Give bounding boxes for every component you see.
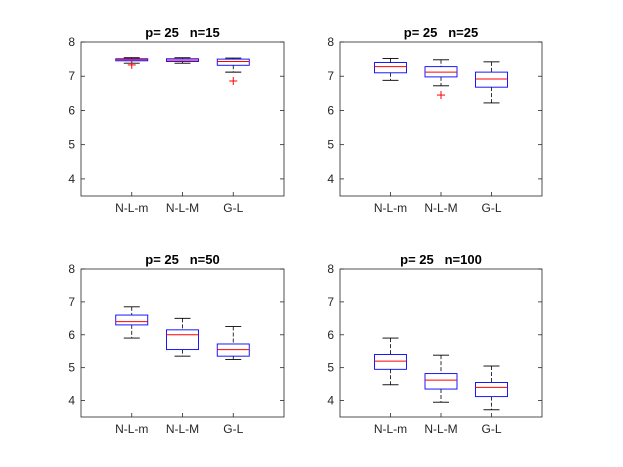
iqr-box xyxy=(475,71,508,88)
box-n-l-m xyxy=(166,317,199,357)
y-tick-label: 7 xyxy=(68,69,75,83)
x-tick-label: N-L-m xyxy=(374,201,407,215)
subplot-3: p= 25 n=50 4 5 6 7 8 N-L-m N-L-M G-L xyxy=(68,252,285,436)
y-tick-label: 6 xyxy=(68,103,75,117)
axes-frame xyxy=(80,268,285,418)
y-tick-label: 5 xyxy=(327,361,334,375)
y-tick-label: 5 xyxy=(68,138,75,152)
x-tick-label: G-L xyxy=(481,422,501,436)
box-g-l xyxy=(216,57,250,86)
iqr-box xyxy=(424,373,458,390)
box-g-l xyxy=(216,326,250,360)
y-tick-label: 7 xyxy=(327,295,334,309)
iqr-box xyxy=(374,62,407,74)
box-n-l-m xyxy=(166,57,199,64)
box-n-l-m xyxy=(374,337,407,386)
iqr-box xyxy=(374,354,407,370)
x-tick-label: N-L-m xyxy=(115,422,148,436)
x-tick-label: N-L-m xyxy=(115,201,148,215)
axes-frame xyxy=(339,41,543,197)
x-tick-label: N-L-M xyxy=(166,422,199,436)
y-tick-label: 8 xyxy=(327,262,334,276)
y-tick-label: 5 xyxy=(68,361,75,375)
y-tick-label: 8 xyxy=(68,262,75,276)
box-n-l-m xyxy=(115,57,149,69)
subplot-2: p= 25 n=25 4 5 6 7 8 N-L-m N-L-M G-L xyxy=(327,25,543,215)
box-n-l-m xyxy=(115,306,149,339)
y-tick-label: 4 xyxy=(68,394,75,408)
y-tick-label: 5 xyxy=(327,138,334,152)
iqr-box xyxy=(216,58,250,66)
x-tick-label: G-L xyxy=(481,201,501,215)
x-tick-label: N-L-M xyxy=(424,422,457,436)
y-tick-label: 6 xyxy=(327,328,334,342)
subplot-title: p= 25 n=15 xyxy=(145,25,219,40)
subplot-1: p= 25 n=15 4 5 6 7 8 N-L-m N-L-M G-L xyxy=(68,25,285,215)
subplot-title: p= 25 n=100 xyxy=(400,252,482,267)
y-tick-label: 6 xyxy=(327,103,334,117)
x-tick-label: N-L-M xyxy=(166,201,199,215)
subplot-title: p= 25 n=25 xyxy=(404,25,478,40)
y-tick-label: 4 xyxy=(68,172,75,186)
box-n-l-m xyxy=(424,59,458,100)
x-tick-label: N-L-m xyxy=(374,422,407,436)
subplot-title: p= 25 n=50 xyxy=(145,252,219,267)
outlier-marker xyxy=(437,91,445,100)
y-tick-label: 6 xyxy=(68,328,75,342)
x-tick-label: G-L xyxy=(223,422,243,436)
iqr-box xyxy=(475,382,508,398)
x-tick-label: N-L-M xyxy=(424,201,457,215)
y-tick-label: 4 xyxy=(327,172,334,186)
outlier-marker xyxy=(127,60,136,69)
axes-frame xyxy=(80,41,285,197)
y-tick-label: 7 xyxy=(68,295,75,309)
y-tick-label: 7 xyxy=(327,69,334,83)
box-g-l xyxy=(475,365,508,411)
iqr-box xyxy=(115,314,149,326)
box-n-l-m xyxy=(424,354,458,403)
subplot-4: p= 25 n=100 4 5 6 7 8 N-L-m N-L-M G-L xyxy=(327,252,543,436)
box-n-l-m xyxy=(374,57,407,81)
outlier-marker xyxy=(229,77,238,86)
y-tick-label: 8 xyxy=(68,35,75,49)
y-tick-label: 4 xyxy=(327,394,334,408)
x-tick-label: G-L xyxy=(223,201,243,215)
box-g-l xyxy=(475,61,508,104)
y-tick-label: 8 xyxy=(327,35,334,49)
axes-frame xyxy=(339,268,543,418)
iqr-box xyxy=(166,329,199,351)
